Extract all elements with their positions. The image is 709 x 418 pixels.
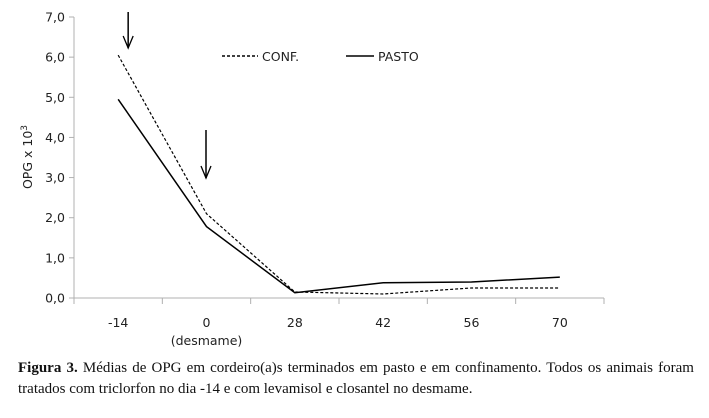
y-tick-label: 7,0 (45, 10, 65, 25)
y-tick-label: 1,0 (45, 250, 65, 265)
x-tick-label: 56 (464, 315, 480, 330)
y-tick-label: 2,0 (45, 210, 65, 225)
legend-label: CONF. (262, 49, 299, 64)
x-tick-label: 28 (287, 315, 303, 330)
figure-caption: Figura 3. Médias de OPG em cordeiro(a)s … (18, 358, 694, 400)
x-tick-label: 70 (552, 315, 568, 330)
y-tick-label: 3,0 (45, 170, 65, 185)
x-tick-label: 0 (203, 315, 211, 330)
caption-label: Figura 3. (18, 360, 78, 376)
line-chart: 0,0 1,0 2,0 3,0 4,0 5,0 6,0 7,0 -14 0 (desmame) 28 4… (20, 10, 605, 348)
x-tick-label: -14 (108, 315, 128, 330)
y-tick-label: 5,0 (45, 90, 65, 105)
arrow-head-icon (200, 165, 212, 180)
x-tick-sublabel: (desmame) (171, 333, 243, 348)
y-tick-label: 0,0 (45, 291, 65, 306)
caption-text: Médias de OPG em cordeiro(a)s terminados… (18, 360, 694, 397)
x-tick-label: 42 (375, 315, 391, 330)
series-line-pasto (117, 98, 560, 294)
arrow-head-icon (122, 35, 134, 50)
y-tick-label: 6,0 (45, 50, 65, 65)
series-line-conf (117, 54, 560, 295)
y-axis-label: OPG x 103 (20, 125, 35, 189)
y-tick-label: 4,0 (45, 130, 65, 145)
legend-label: PASTO (378, 49, 419, 64)
